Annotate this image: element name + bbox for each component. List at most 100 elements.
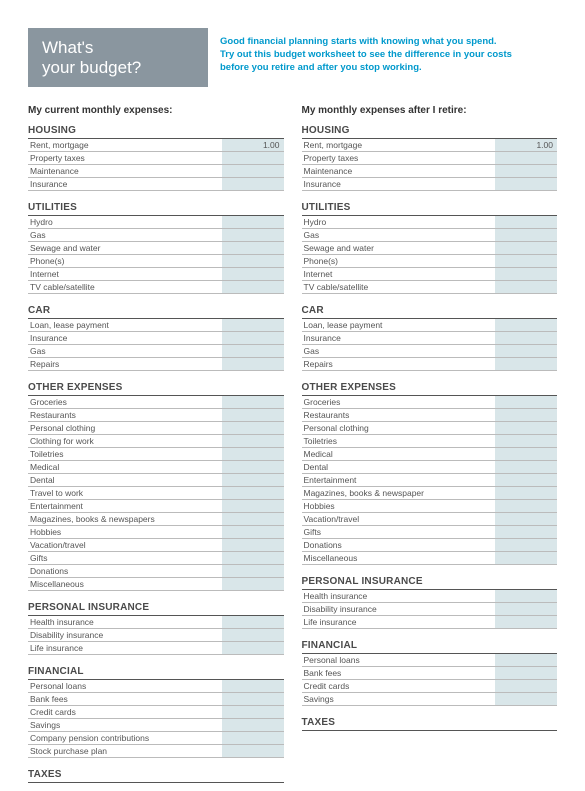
expense-label: Gifts	[302, 526, 496, 538]
expense-value-input[interactable]	[222, 539, 284, 551]
expense-value-input[interactable]	[222, 680, 284, 692]
expense-value-input[interactable]: 1.00	[222, 139, 284, 151]
expense-value-input[interactable]	[222, 435, 284, 447]
expense-value-input[interactable]	[495, 216, 557, 228]
left-section-header: PERSONAL INSURANCE	[28, 599, 284, 616]
expense-value-input[interactable]	[222, 242, 284, 254]
right-section: PERSONAL INSURANCEHealth insuranceDisabi…	[302, 573, 558, 629]
expense-value-input[interactable]	[222, 268, 284, 280]
expense-value-input[interactable]	[495, 616, 557, 628]
expense-value-input[interactable]	[222, 500, 284, 512]
expense-value-input[interactable]	[495, 396, 557, 408]
expense-value-input[interactable]	[222, 396, 284, 408]
expense-value-input[interactable]	[495, 255, 557, 267]
expense-value-input[interactable]	[495, 319, 557, 331]
expense-label: TV cable/satellite	[28, 281, 222, 293]
expense-value-input[interactable]	[495, 552, 557, 564]
expense-value-input[interactable]	[495, 693, 557, 705]
expense-value-input[interactable]	[222, 474, 284, 486]
expense-value-input[interactable]	[495, 603, 557, 615]
expense-label: Health insurance	[28, 616, 222, 628]
expense-value-input[interactable]	[495, 409, 557, 421]
expense-value-input[interactable]	[495, 513, 557, 525]
expense-row: Bank fees	[302, 667, 558, 680]
expense-value-input[interactable]	[222, 513, 284, 525]
expense-value-input[interactable]	[222, 565, 284, 577]
expense-value-input[interactable]	[222, 629, 284, 641]
expense-value-input[interactable]	[495, 667, 557, 679]
expense-row: TV cable/satellite	[302, 281, 558, 294]
expense-value-input[interactable]	[222, 345, 284, 357]
expense-value-input[interactable]	[222, 719, 284, 731]
expense-value-input[interactable]	[495, 539, 557, 551]
expense-value-input[interactable]	[222, 178, 284, 190]
expense-value-input[interactable]	[495, 461, 557, 473]
expense-row: Personal clothing	[302, 422, 558, 435]
expense-row: Gifts	[28, 552, 284, 565]
expense-value-input[interactable]	[222, 152, 284, 164]
expense-value-input[interactable]	[495, 345, 557, 357]
expense-value-input[interactable]	[222, 448, 284, 460]
left-section: CARLoan, lease paymentInsuranceGasRepair…	[28, 302, 284, 371]
expense-row: Insurance	[28, 178, 284, 191]
expense-value-input[interactable]	[222, 461, 284, 473]
expense-value-input[interactable]	[495, 281, 557, 293]
expense-row: Entertainment	[302, 474, 558, 487]
expense-label: Insurance	[28, 178, 222, 190]
expense-label: Clothing for work	[28, 435, 222, 447]
expense-value-input[interactable]	[222, 165, 284, 177]
expense-value-input[interactable]	[222, 616, 284, 628]
expense-value-input[interactable]	[495, 242, 557, 254]
expense-row: Insurance	[302, 178, 558, 191]
expense-row: Rent, mortgage1.00	[28, 139, 284, 152]
expense-value-input[interactable]	[495, 654, 557, 666]
current-expenses-column: My current monthly expenses: HOUSINGRent…	[28, 105, 284, 791]
expense-value-input[interactable]	[222, 216, 284, 228]
expense-value-input[interactable]	[495, 474, 557, 486]
expense-value-input[interactable]	[222, 422, 284, 434]
expense-value-input[interactable]	[222, 319, 284, 331]
expense-value-input[interactable]	[222, 642, 284, 654]
expense-value-input[interactable]: 1.00	[495, 139, 557, 151]
expense-value-input[interactable]	[495, 422, 557, 434]
expense-row: Sewage and water	[28, 242, 284, 255]
expense-row: Internet	[302, 268, 558, 281]
expense-label: Sewage and water	[302, 242, 496, 254]
expense-value-input[interactable]	[222, 332, 284, 344]
expense-value-input[interactable]	[222, 578, 284, 590]
expense-value-input[interactable]	[495, 229, 557, 241]
expense-value-input[interactable]	[222, 526, 284, 538]
expense-value-input[interactable]	[495, 268, 557, 280]
expense-value-input[interactable]	[495, 178, 557, 190]
left-section: PERSONAL INSURANCEHealth insuranceDisabi…	[28, 599, 284, 655]
expense-value-input[interactable]	[222, 745, 284, 757]
expense-value-input[interactable]	[495, 332, 557, 344]
expense-value-input[interactable]	[495, 680, 557, 692]
expense-value-input[interactable]	[495, 500, 557, 512]
expense-value-input[interactable]	[222, 552, 284, 564]
expense-value-input[interactable]	[222, 255, 284, 267]
expense-row: Personal loans	[28, 680, 284, 693]
expense-value-input[interactable]	[495, 590, 557, 602]
expense-value-input[interactable]	[222, 281, 284, 293]
expense-value-input[interactable]	[222, 229, 284, 241]
expense-value-input[interactable]	[495, 526, 557, 538]
expense-value-input[interactable]	[495, 487, 557, 499]
expense-value-input[interactable]	[222, 487, 284, 499]
expense-value-input[interactable]	[222, 358, 284, 370]
expense-label: Gas	[28, 345, 222, 357]
expense-label: Gas	[302, 345, 496, 357]
expense-label: Property taxes	[28, 152, 222, 164]
expense-label: Toiletries	[28, 448, 222, 460]
expense-value-input[interactable]	[495, 358, 557, 370]
expense-value-input[interactable]	[222, 706, 284, 718]
expense-row: Health insurance	[28, 616, 284, 629]
expense-value-input[interactable]	[495, 165, 557, 177]
expense-value-input[interactable]	[222, 409, 284, 421]
expense-value-input[interactable]	[495, 435, 557, 447]
expense-label: TV cable/satellite	[302, 281, 496, 293]
expense-value-input[interactable]	[495, 448, 557, 460]
expense-value-input[interactable]	[222, 732, 284, 744]
expense-value-input[interactable]	[222, 693, 284, 705]
expense-value-input[interactable]	[495, 152, 557, 164]
